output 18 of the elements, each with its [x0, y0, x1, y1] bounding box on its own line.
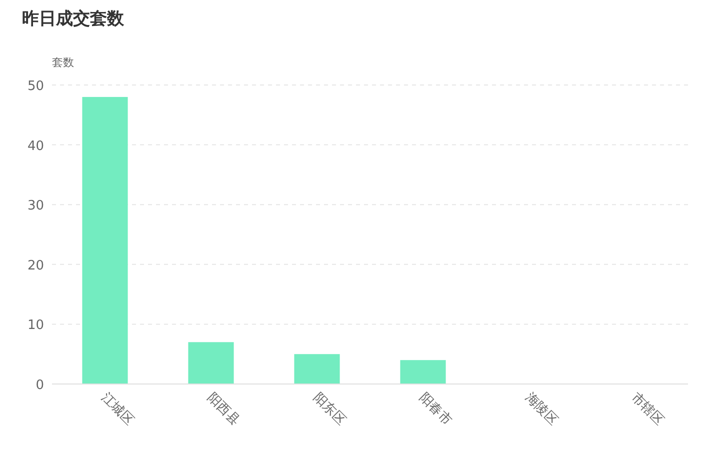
x-tick-label: 阳东区: [310, 390, 348, 428]
x-tick-label: 海陵区: [522, 390, 560, 428]
y-tick-label: 40: [27, 138, 44, 154]
bar: [82, 96, 128, 384]
y-axis-title: 套数: [52, 56, 74, 69]
y-tick-label: 0: [36, 378, 44, 393]
x-tick-label: 阳春市: [416, 390, 454, 428]
x-tick-label: 江城区: [98, 390, 136, 428]
y-tick-label: 20: [27, 258, 44, 274]
y-tick-label: 50: [27, 79, 44, 94]
x-tick-label: 阳西县: [204, 390, 242, 428]
bar: [400, 360, 446, 384]
y-tick-label: 10: [27, 318, 44, 334]
chart-title: 昨日成交套数: [22, 9, 125, 29]
y-tick-label: 30: [27, 198, 44, 214]
bar: [188, 342, 234, 384]
bar: [294, 354, 340, 384]
x-tick-label: 市辖区: [628, 390, 666, 428]
